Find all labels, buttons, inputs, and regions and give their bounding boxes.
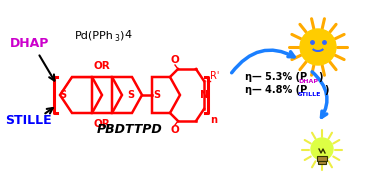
Text: 4: 4 (124, 30, 131, 40)
Bar (318, 161, 326, 164)
Text: ): ) (318, 72, 322, 82)
Text: η— 4.8% (P: η— 4.8% (P (245, 85, 307, 95)
Text: O: O (170, 55, 180, 65)
Text: OR: OR (94, 119, 110, 129)
Text: N: N (200, 90, 208, 100)
Text: OR: OR (94, 61, 110, 71)
Text: S: S (59, 90, 67, 100)
Text: ): ) (324, 85, 328, 95)
Text: R': R' (210, 71, 219, 81)
Text: S: S (153, 90, 161, 100)
Circle shape (311, 138, 333, 160)
Text: O: O (170, 125, 180, 135)
Text: Pd(PPh: Pd(PPh (75, 30, 114, 40)
Text: STILLE: STILLE (5, 114, 52, 127)
Text: DHAP: DHAP (298, 78, 318, 83)
Text: n: n (210, 115, 217, 125)
Text: 3: 3 (114, 33, 119, 43)
Text: S: S (127, 90, 135, 100)
Text: PBDTTPD: PBDTTPD (97, 123, 163, 136)
Text: η— 5.3% (P: η— 5.3% (P (245, 72, 307, 82)
Text: STILLE: STILLE (298, 92, 321, 97)
Bar (317, 156, 327, 161)
Circle shape (300, 29, 336, 65)
Text: DHAP: DHAP (10, 36, 50, 50)
Text: ): ) (119, 30, 123, 40)
